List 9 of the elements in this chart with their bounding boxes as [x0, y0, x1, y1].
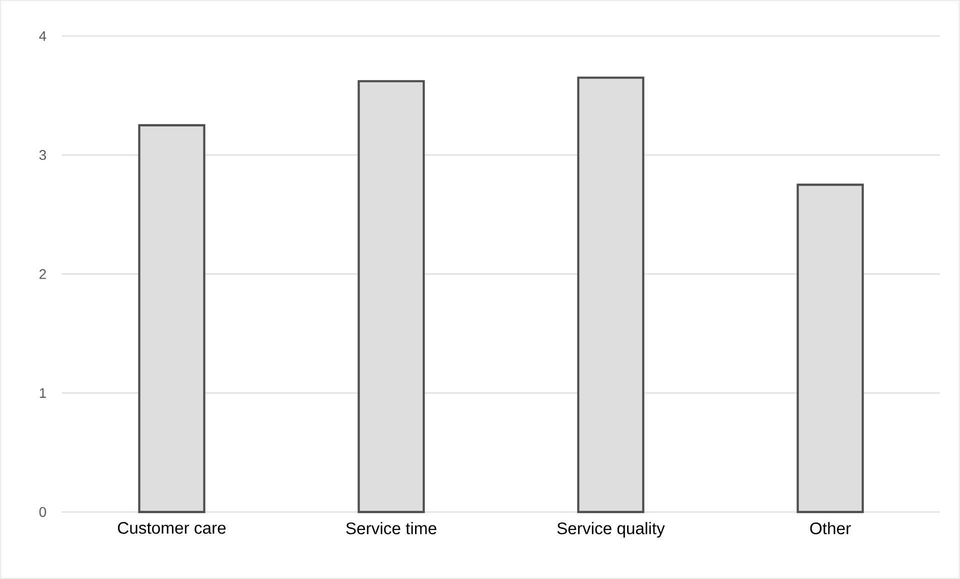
- y-tick-label: 4: [39, 31, 46, 41]
- y-tick-label: 1: [40, 388, 46, 398]
- y-tick-label: 0: [39, 507, 46, 517]
- y-tick-label: 2: [40, 269, 46, 279]
- x-tick-label: Customer care: [118, 522, 226, 534]
- x-tick-label: Other: [810, 522, 851, 534]
- y-tick-label: 3: [39, 150, 46, 160]
- x-tick-label: Service time: [346, 522, 436, 534]
- x-tick-label: Service quality: [557, 522, 665, 538]
